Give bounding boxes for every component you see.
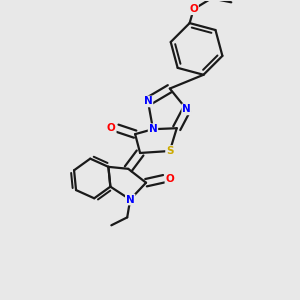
Text: N: N <box>148 124 157 134</box>
Text: O: O <box>189 4 198 14</box>
Text: N: N <box>126 194 135 205</box>
Text: O: O <box>107 123 116 133</box>
Text: N: N <box>144 97 152 106</box>
Text: N: N <box>182 104 191 114</box>
Text: S: S <box>166 146 174 156</box>
Text: O: O <box>165 174 174 184</box>
